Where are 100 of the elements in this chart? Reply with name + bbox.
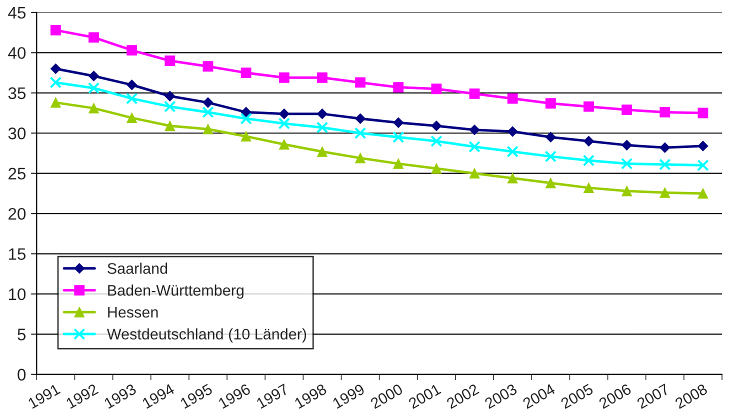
y-tick-label: 5 xyxy=(18,328,26,340)
point xyxy=(392,131,404,144)
x-tick-label: 1991 xyxy=(27,383,61,409)
point xyxy=(240,106,252,118)
point xyxy=(240,112,252,125)
y-tick-label: 35 xyxy=(8,87,26,100)
y-tick-label: 10 xyxy=(8,288,26,300)
point xyxy=(622,186,632,196)
point xyxy=(88,32,99,43)
point xyxy=(582,154,595,166)
x-tick-label: 1999 xyxy=(332,383,366,409)
x-tick-label: 1997 xyxy=(256,383,290,409)
x-tick-label: 2001 xyxy=(408,383,442,410)
point xyxy=(698,140,708,152)
point xyxy=(430,135,442,148)
point xyxy=(393,117,404,128)
point xyxy=(584,182,594,194)
point xyxy=(660,142,670,153)
point xyxy=(240,131,252,142)
x-tick-label: 2004 xyxy=(522,383,556,410)
point xyxy=(469,88,480,99)
x-tick-label: 2000 xyxy=(370,383,404,410)
point xyxy=(202,61,214,72)
point xyxy=(393,82,404,92)
y-tick-label: 25 xyxy=(8,168,26,180)
point xyxy=(50,97,61,108)
y-tick-label: 20 xyxy=(8,208,26,220)
point xyxy=(355,77,366,88)
point xyxy=(469,124,480,136)
point xyxy=(544,150,557,162)
point xyxy=(431,163,442,174)
point xyxy=(202,97,214,108)
y-tick-label: 40 xyxy=(8,47,26,59)
point xyxy=(126,92,138,104)
point xyxy=(658,158,671,170)
point xyxy=(164,120,176,132)
point xyxy=(278,139,290,150)
point xyxy=(240,68,252,78)
point xyxy=(545,98,556,109)
point xyxy=(507,93,518,104)
point xyxy=(507,172,518,184)
point xyxy=(164,56,176,66)
point xyxy=(698,108,708,118)
point xyxy=(50,24,61,36)
point xyxy=(506,146,518,158)
x-tick-label: 2003 xyxy=(484,383,518,410)
point xyxy=(50,76,62,88)
point xyxy=(355,113,366,124)
x-tick-label: 1998 xyxy=(294,383,328,409)
y-tick-label: 0 xyxy=(18,368,26,381)
point xyxy=(278,108,290,120)
point xyxy=(698,188,708,199)
point xyxy=(202,124,214,134)
x-tick-label: 1996 xyxy=(218,383,252,409)
legend-label: Saarland xyxy=(108,262,168,274)
point xyxy=(317,72,328,83)
point xyxy=(126,45,138,56)
point xyxy=(316,108,328,120)
legend-label: Hessen xyxy=(108,306,158,318)
point xyxy=(126,80,138,90)
point xyxy=(468,140,480,153)
point xyxy=(278,72,290,83)
x-tick-label: 1994 xyxy=(142,383,176,409)
point xyxy=(317,146,328,157)
point xyxy=(583,136,594,146)
point xyxy=(697,159,709,172)
legend-label: Westdeutschland (10 Länder) xyxy=(106,328,306,343)
point xyxy=(88,70,100,82)
point xyxy=(622,140,632,150)
y-tick-label: 45 xyxy=(8,7,26,19)
point xyxy=(620,158,633,170)
legend-label: Baden-Württemberg xyxy=(108,284,244,299)
point xyxy=(584,101,594,112)
point xyxy=(545,178,556,188)
point xyxy=(50,64,61,74)
point xyxy=(660,107,670,118)
x-tick-label: 2002 xyxy=(446,383,480,410)
x-tick-label: 1995 xyxy=(180,383,214,409)
point xyxy=(431,120,442,132)
point xyxy=(126,112,138,124)
x-tick-label: 2008 xyxy=(674,383,708,410)
point xyxy=(622,104,632,116)
point xyxy=(393,158,404,169)
x-tick-label: 2007 xyxy=(636,383,670,410)
point xyxy=(545,132,556,142)
point xyxy=(660,187,670,198)
point xyxy=(316,122,328,134)
point xyxy=(88,102,99,114)
point xyxy=(278,118,290,130)
point xyxy=(354,127,366,140)
x-tick-label: 2006 xyxy=(598,383,632,410)
x-tick-label: 1992 xyxy=(66,383,99,409)
x-tick-label: 1993 xyxy=(104,383,137,409)
point xyxy=(202,106,214,118)
y-tick-label: 15 xyxy=(8,248,26,260)
point xyxy=(164,90,176,102)
y-tick-label: 30 xyxy=(8,128,26,140)
point xyxy=(88,82,100,94)
point xyxy=(507,126,518,137)
point xyxy=(469,168,480,179)
